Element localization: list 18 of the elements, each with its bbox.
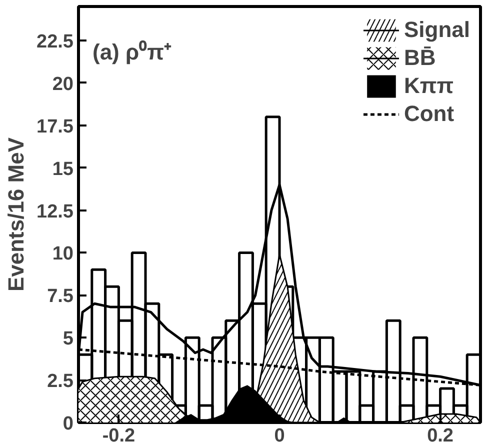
legend-label: BB̄ xyxy=(404,44,436,72)
y-tick-label: 17.5 xyxy=(36,116,74,138)
y-tick-label: 12.5 xyxy=(36,201,74,222)
x-tick-label: 0 xyxy=(274,426,285,444)
y-tick-label: 10 xyxy=(52,244,74,265)
x-tick-label: -0.2 xyxy=(102,426,136,444)
x-tick-label: 0.2 xyxy=(427,426,454,444)
legend-label: Signal xyxy=(404,16,470,44)
y-axis-title: Events/16 MeV xyxy=(4,137,29,292)
y-tick-label: 7.5 xyxy=(47,286,74,308)
legend-label: Cont xyxy=(404,100,454,128)
y-tick-label: 5 xyxy=(62,328,74,350)
y-tick-label: 20 xyxy=(52,74,74,95)
annotation: (a) ρ⁰π⁺ xyxy=(92,40,172,65)
y-tick-label: 15 xyxy=(52,158,74,180)
legend-label: Kππ xyxy=(404,72,454,100)
y-tick-label: 22.5 xyxy=(36,31,74,52)
y-tick-label: 2.5 xyxy=(47,371,74,392)
